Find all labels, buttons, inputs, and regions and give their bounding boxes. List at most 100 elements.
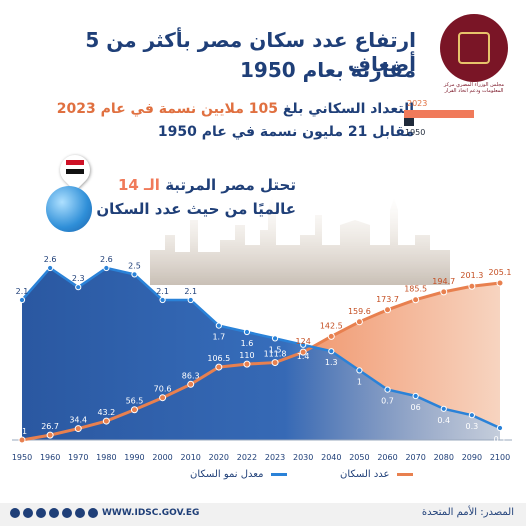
growth-label-2090: 0.3 bbox=[466, 422, 479, 431]
telegram-icon[interactable] bbox=[75, 508, 85, 518]
population-point-2030 bbox=[299, 348, 307, 356]
legend-population: عدد السكان bbox=[340, 469, 413, 480]
growth-point-2023 bbox=[271, 335, 279, 342]
instagram-icon[interactable] bbox=[36, 508, 46, 518]
population-point-2040 bbox=[327, 332, 335, 340]
population-label-2070: 185.5 bbox=[404, 285, 427, 294]
population-point-2022 bbox=[243, 360, 251, 368]
population-label-2023: 111.8 bbox=[264, 350, 287, 359]
legend-growth-label: معدل نمو السكان bbox=[190, 469, 264, 480]
stat-2023-value: 105 ملايين نسمة في عام 2023 bbox=[56, 101, 278, 117]
growth-label-2050: 1 bbox=[357, 377, 362, 386]
population-label-2040: 142.5 bbox=[320, 321, 343, 330]
x-tick-2023: 2023 bbox=[265, 453, 285, 462]
egypt-flag-icon bbox=[66, 160, 84, 174]
x-tick-1970: 1970 bbox=[68, 453, 88, 462]
population-line bbox=[21, 281, 501, 442]
growth-point-2050 bbox=[356, 367, 363, 374]
population-label-1980: 43.2 bbox=[97, 408, 115, 417]
growth-point-1950 bbox=[18, 296, 26, 304]
stat-2023: التعداد السكاني بلغ 105 ملايين نسمة في ع… bbox=[57, 101, 414, 117]
page-title: ارتفاع عدد سكان مصر بأكثر من 5 أضعاف bbox=[85, 28, 416, 76]
growth-label-1950: 2.1 bbox=[16, 287, 29, 296]
x-tick-2070: 2070 bbox=[405, 453, 425, 462]
x-icon[interactable] bbox=[23, 508, 33, 518]
x-tick-2090: 2090 bbox=[462, 453, 482, 462]
population-point-2060 bbox=[384, 306, 392, 314]
population-point-2000 bbox=[159, 394, 167, 402]
legend-population-label: عدد السكان bbox=[340, 469, 390, 480]
growth-point-1980 bbox=[103, 264, 110, 272]
growth-point-2070 bbox=[412, 392, 419, 400]
legend-growth: معدل نمو السكان bbox=[190, 469, 287, 480]
legend-population-swatch bbox=[396, 472, 413, 476]
population-label-1990: 56.5 bbox=[126, 397, 144, 406]
population-label-2010: 86.3 bbox=[182, 371, 200, 380]
growth-label-2060: 0.7 bbox=[381, 397, 394, 406]
rank-line1: تحتل مصر المرتبة الـ 14 bbox=[118, 176, 296, 194]
website-link[interactable]: WWW.IDSC.GOV.EG bbox=[102, 508, 200, 518]
growth-label-2020: 1.7 bbox=[212, 333, 225, 342]
x-tick-1960: 1960 bbox=[40, 453, 60, 462]
growth-label-2023: 1.5 bbox=[269, 345, 282, 354]
rank-prefix: تحتل مصر المرتبة bbox=[165, 176, 296, 194]
population-label-1960: 26.7 bbox=[41, 422, 59, 431]
population-point-2090 bbox=[468, 282, 476, 290]
growth-point-2090 bbox=[468, 412, 475, 419]
growth-point-2060 bbox=[384, 386, 391, 393]
whatsapp-icon[interactable] bbox=[88, 508, 98, 518]
source-label: المصدر: الأمم المتحدة bbox=[421, 507, 514, 518]
legend-growth-swatch bbox=[270, 472, 287, 476]
population-label-2030: 124 bbox=[296, 337, 311, 346]
growth-point-2010 bbox=[187, 296, 194, 304]
population-point-1980 bbox=[102, 417, 110, 425]
bar-2023 bbox=[404, 110, 474, 118]
growth-point-2020 bbox=[215, 322, 222, 329]
growth-point-2100 bbox=[496, 424, 504, 432]
growth-label-2010: 2.1 bbox=[184, 287, 197, 296]
population-point-2050 bbox=[355, 318, 363, 326]
x-tick-2020: 2020 bbox=[209, 453, 229, 462]
bar-2023-label: 2023 bbox=[407, 99, 428, 108]
rank-value: الـ 14 bbox=[117, 176, 160, 194]
population-label-2022: 110 bbox=[239, 351, 254, 360]
logo-caption: مجلس الوزراء المصري مركز المعلومات ودعم … bbox=[443, 82, 505, 94]
rank-line2: عالميًا من حيث عدد السكان bbox=[96, 200, 296, 218]
growth-point-1970 bbox=[75, 284, 82, 291]
x-tick-2030: 2030 bbox=[293, 453, 313, 462]
social-icons bbox=[10, 508, 98, 518]
x-tick-1990: 1990 bbox=[124, 453, 144, 462]
population-label-2050: 159.6 bbox=[348, 307, 371, 316]
population-label-1970: 34.4 bbox=[69, 416, 87, 425]
growth-label-2080: 0.4 bbox=[437, 416, 450, 425]
growth-point-2040 bbox=[328, 348, 335, 355]
idsc-logo bbox=[440, 14, 508, 82]
cairo-skyline-image bbox=[150, 195, 450, 285]
population-point-2023 bbox=[271, 359, 279, 367]
x-tick-1980: 1980 bbox=[96, 453, 116, 462]
x-tick-2022: 2022 bbox=[237, 453, 257, 462]
population-label-1950: 21 bbox=[17, 427, 27, 436]
growth-line bbox=[21, 266, 501, 430]
growth-label-1960: 2.6 bbox=[44, 255, 57, 264]
population-label-2020: 106.5 bbox=[207, 354, 230, 363]
footer-bar bbox=[0, 503, 526, 526]
population-point-2070 bbox=[412, 296, 420, 304]
growth-label-2070: 06 bbox=[411, 403, 421, 412]
population-point-2020 bbox=[215, 363, 223, 371]
population-point-1960 bbox=[46, 431, 54, 439]
x-tick-2050: 2050 bbox=[349, 453, 369, 462]
x-tick-2060: 2060 bbox=[377, 453, 397, 462]
page-subtitle: مقارنة بعام 1950 bbox=[239, 58, 416, 82]
growth-point-2000 bbox=[159, 296, 166, 304]
linkedin-icon[interactable] bbox=[62, 508, 72, 518]
facebook-icon[interactable] bbox=[10, 508, 20, 518]
growth-point-2080 bbox=[440, 405, 447, 412]
youtube-icon[interactable] bbox=[49, 508, 59, 518]
population-label-2000: 70.6 bbox=[154, 385, 172, 394]
stat-1950: مقابل 21 مليون نسمة في عام 1950 bbox=[157, 124, 414, 140]
bar-1950 bbox=[404, 118, 414, 126]
growth-label-2100: 0.1 bbox=[494, 435, 507, 444]
growth-label-1980: 2.6 bbox=[100, 255, 113, 264]
